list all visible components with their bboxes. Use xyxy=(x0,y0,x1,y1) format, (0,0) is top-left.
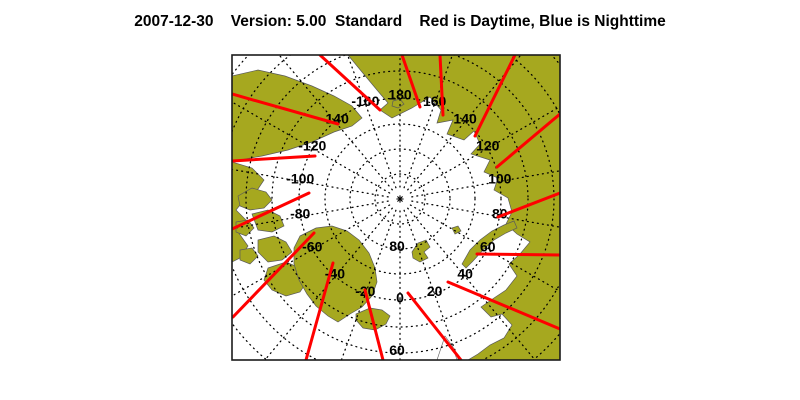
latitude-label: 80 xyxy=(389,238,405,254)
baltic-sea xyxy=(436,335,458,360)
meridian-line xyxy=(264,207,393,360)
daytime-track-segment xyxy=(438,55,445,117)
parallel-circle xyxy=(324,123,476,275)
parallel-circle xyxy=(349,148,451,250)
daytime-track-segment xyxy=(446,280,560,331)
daytime-track-segment xyxy=(232,154,317,163)
landmass-wrangel-island xyxy=(391,98,405,109)
meridian-line xyxy=(403,55,454,189)
map-frame xyxy=(231,54,561,361)
longitude-label: -80 xyxy=(290,206,310,222)
parallel-circle xyxy=(245,55,555,354)
daytime-track-segment xyxy=(400,55,422,109)
landmass-small-island xyxy=(451,225,462,235)
longitude-label: 180 xyxy=(388,87,412,103)
longitude-label: -60 xyxy=(302,239,322,255)
longitude-label: -100 xyxy=(286,170,314,186)
parallel-circle xyxy=(271,70,529,328)
landmass-greenland xyxy=(293,225,378,323)
longitude-label: -120 xyxy=(298,137,326,153)
landmass-svalbard xyxy=(411,239,431,263)
longitude-label: 40 xyxy=(457,266,473,282)
longitude-label: 120 xyxy=(476,137,500,153)
daytime-track-segment xyxy=(232,191,311,231)
meridian-line xyxy=(407,207,536,360)
latitude-label: 60 xyxy=(389,342,405,358)
daytime-track-segment xyxy=(473,55,517,138)
meridian-line xyxy=(409,105,560,194)
longitude-label: 80 xyxy=(492,206,508,222)
map-content: 180160140120100806040200-20-40-60-80-100… xyxy=(232,55,560,360)
landmass-novaya-zemlya xyxy=(461,220,518,269)
longitude-label: 60 xyxy=(480,239,496,255)
daytime-tracks xyxy=(232,55,560,360)
meridian-line xyxy=(232,168,389,198)
daytime-track-segment xyxy=(232,92,340,126)
daytime-track-segment xyxy=(363,288,385,360)
landmass-arctic-island-5 xyxy=(239,247,259,265)
meridian-line xyxy=(232,101,391,194)
longitude-label: 20 xyxy=(427,283,443,299)
meridian-line xyxy=(340,209,397,360)
meridian-line xyxy=(278,55,393,191)
north-pole-marker xyxy=(396,195,404,203)
parallel-circle xyxy=(374,173,426,225)
meridian-line xyxy=(232,200,389,230)
longitude-label: 140 xyxy=(453,110,477,126)
meridian-line xyxy=(411,170,560,198)
meridian-line xyxy=(409,204,560,293)
meridian-line xyxy=(403,209,460,360)
daytime-track-segment xyxy=(406,291,463,360)
plot-title: 2007-12-30 Version: 5.00 Standard Red is… xyxy=(134,13,666,30)
meridian-line xyxy=(346,55,397,189)
daytime-track-segment xyxy=(496,191,560,219)
longitude-label: 0 xyxy=(396,289,404,305)
landmass-canada-mainland xyxy=(232,161,265,263)
daytime-track-segment xyxy=(495,112,560,169)
landmass-arctic-island-4 xyxy=(257,235,293,263)
meridian-line xyxy=(407,55,522,191)
daytime-track-segment xyxy=(318,55,382,112)
daytime-track-segment xyxy=(475,252,560,257)
daytime-track-segment xyxy=(232,231,316,319)
meridian-line xyxy=(411,200,560,228)
daytime-track-segment xyxy=(304,261,335,360)
longitude-label: 100 xyxy=(488,170,512,186)
